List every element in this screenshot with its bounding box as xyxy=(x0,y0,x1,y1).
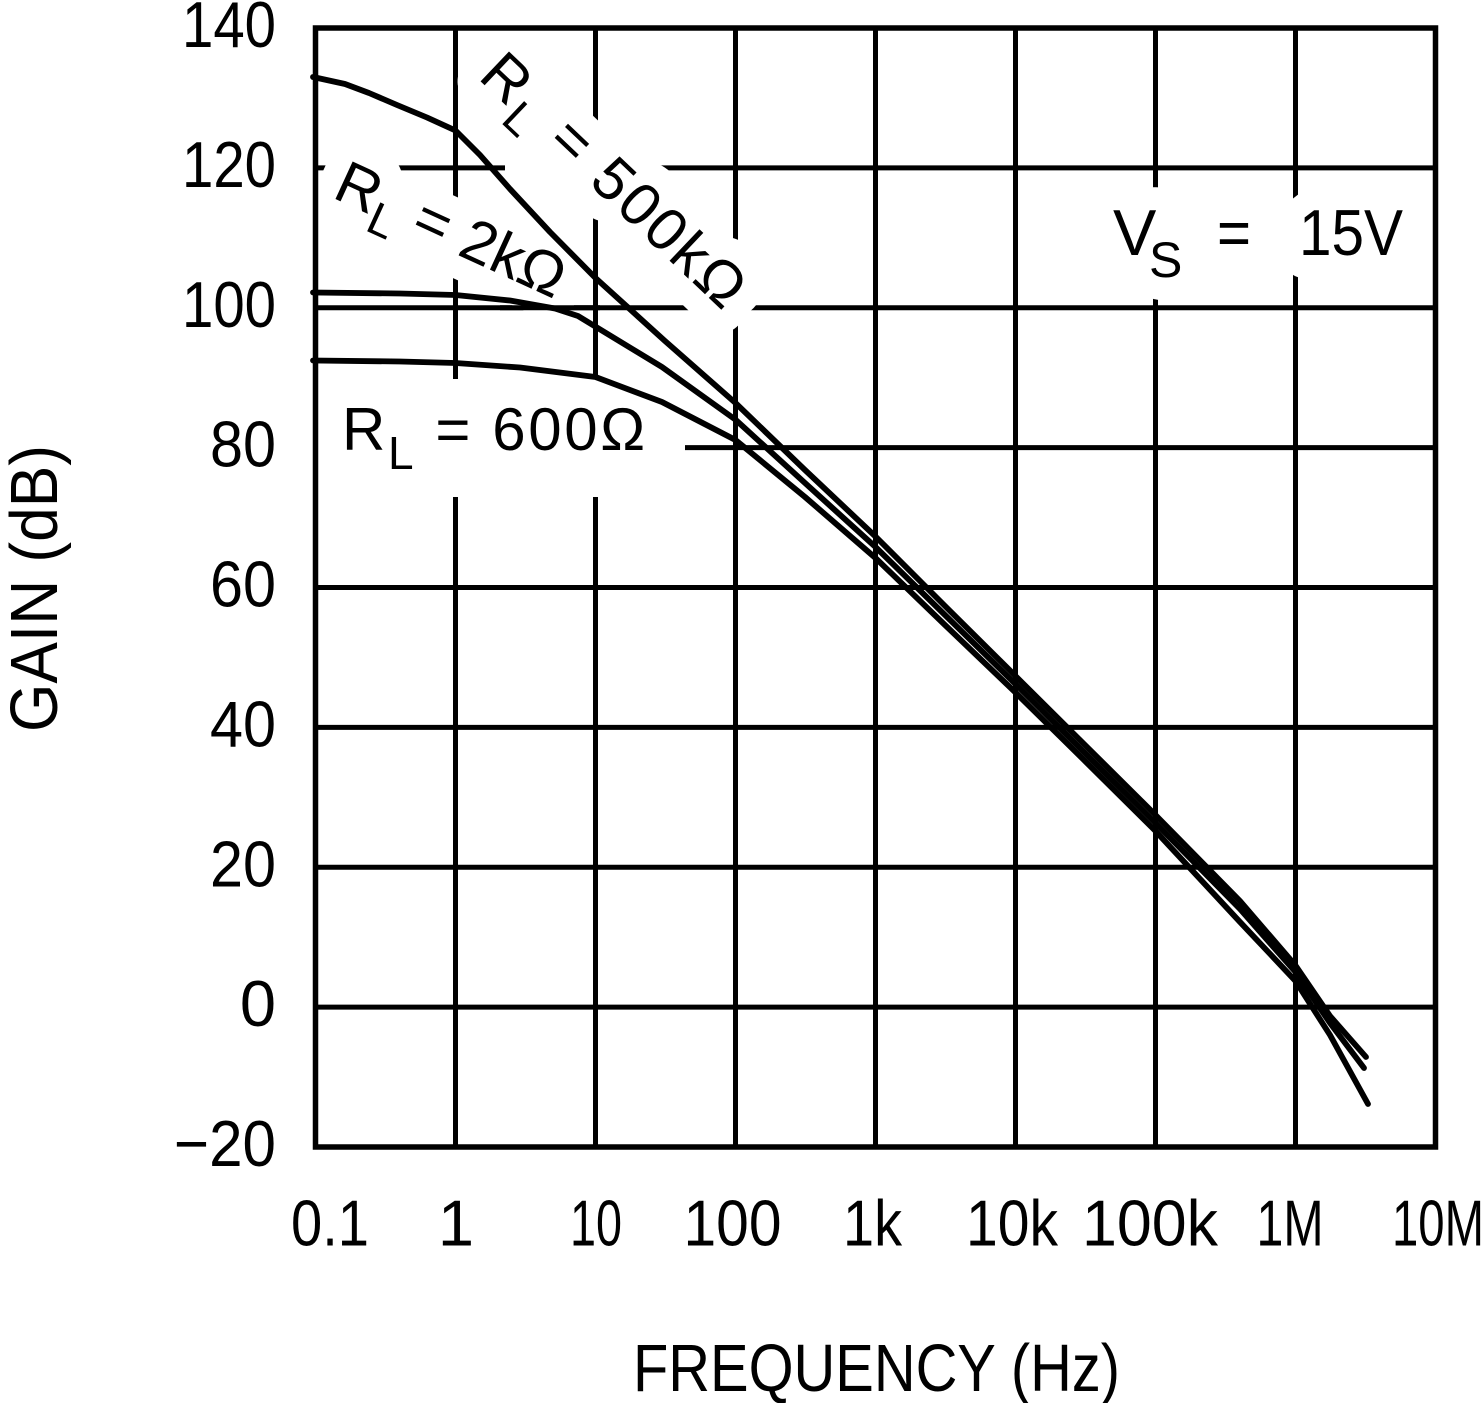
svg-text:FREQUENCY (Hz): FREQUENCY (Hz) xyxy=(633,1331,1120,1403)
svg-text:1M: 1M xyxy=(1257,1187,1324,1260)
svg-text:10k: 10k xyxy=(966,1187,1058,1260)
svg-text:10M: 10M xyxy=(1392,1187,1483,1260)
svg-text:20: 20 xyxy=(210,827,276,900)
svg-text:−20: −20 xyxy=(174,1107,276,1180)
svg-text:140: 140 xyxy=(182,0,276,61)
svg-text:15V: 15V xyxy=(1299,196,1404,269)
svg-text:120: 120 xyxy=(182,128,276,201)
svg-text:=: = xyxy=(1217,196,1251,269)
svg-text:100: 100 xyxy=(182,268,276,341)
svg-text:100: 100 xyxy=(684,1187,782,1260)
svg-text:40: 40 xyxy=(210,687,276,760)
svg-text:V: V xyxy=(1113,196,1157,269)
svg-text:1k: 1k xyxy=(843,1187,902,1260)
svg-text:GAIN (dB): GAIN (dB) xyxy=(0,445,72,732)
svg-text:S: S xyxy=(1149,232,1182,288)
svg-text:0: 0 xyxy=(240,967,276,1040)
svg-text:1: 1 xyxy=(438,1187,474,1260)
svg-text:10: 10 xyxy=(570,1187,622,1260)
svg-text:60: 60 xyxy=(210,548,276,621)
svg-text:80: 80 xyxy=(210,408,276,481)
svg-text:100k: 100k xyxy=(1082,1187,1218,1260)
svg-text:0.1: 0.1 xyxy=(291,1187,369,1260)
